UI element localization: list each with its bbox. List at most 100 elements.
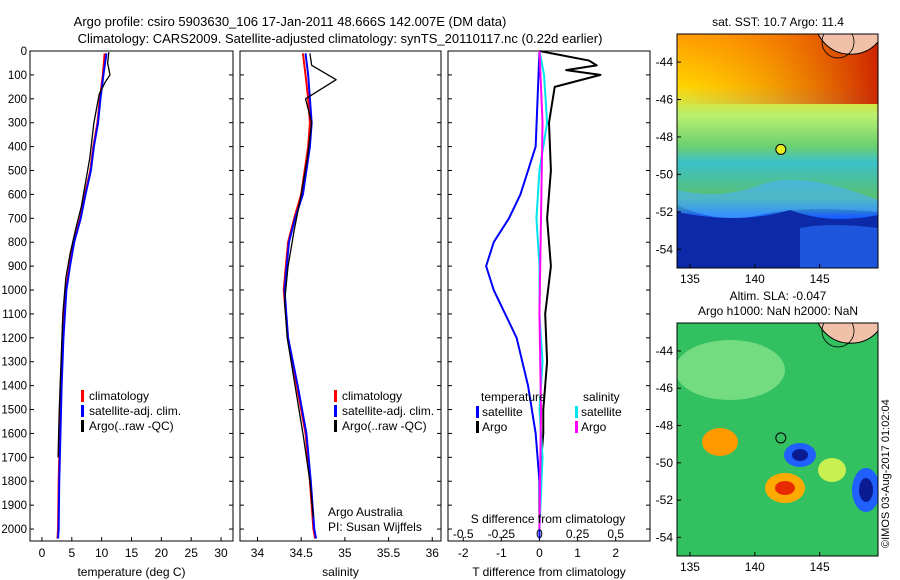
legend-swatch — [476, 421, 479, 433]
land-tasmania — [817, 34, 878, 55]
sla-high — [702, 428, 738, 456]
legend-swatch — [81, 405, 84, 417]
y-tick-label: -44 — [656, 344, 674, 358]
y-tick-label: 1500 — [1, 405, 27, 417]
legend-label: Argo — [581, 420, 607, 434]
land-contour — [821, 323, 855, 348]
legend-label: satellite — [581, 405, 622, 419]
x-tick-label: 25 — [185, 546, 199, 560]
y-tick-label: 600 — [8, 189, 27, 201]
x2-axis-label: S difference from climatology — [471, 512, 626, 526]
x2-tick-label: -0.5 — [453, 527, 474, 541]
y-tick-label: 300 — [8, 118, 27, 130]
x-tick-label: 34 — [251, 546, 265, 560]
credit-text: Argo Australia — [328, 505, 403, 519]
profile-panel-2: 34 34.5 35 35.5 36 salinity climatologysatelli… — [239, 50, 442, 579]
y-tick-label: 700 — [8, 213, 27, 225]
legend-swatch — [81, 390, 84, 402]
y-tick-label: -50 — [656, 456, 674, 470]
float-position-marker — [775, 143, 787, 155]
timestamp-text: ©IMOS 03-Aug-2017 01:02:04 — [880, 399, 892, 548]
legend-swatch — [334, 390, 337, 402]
y-tick-label: 1300 — [1, 357, 27, 369]
legend-swatch — [334, 405, 337, 417]
y-tick-label: 1100 — [2, 309, 27, 321]
x-axis-label: salinity — [322, 565, 359, 579]
legend-title: temperature — [481, 390, 546, 404]
pi-text: PI: Susan Wijffels — [328, 520, 422, 534]
float-position-marker — [775, 432, 787, 444]
x-tick-label: 1 — [574, 546, 581, 560]
x-axis-label: T difference from climatology — [472, 565, 626, 579]
series-line-satellite-adj--clim- — [283, 53, 318, 539]
series-line-argo---raw--qc- — [57, 52, 111, 458]
legend-swatch — [575, 406, 578, 418]
map-panel-1: 135 140 145 -44 -46 -48 -50 -52 -54 sat. SST: 10.… — [656, 15, 879, 286]
y-tick-label: 1000 — [1, 285, 27, 297]
x2-tick-label: 0.25 — [566, 527, 590, 541]
y-tick-label: 2000 — [1, 524, 27, 536]
y-tick-label: -48 — [656, 130, 674, 144]
series-line-argo---raw--qc- — [283, 53, 337, 518]
map-frame — [676, 322, 879, 557]
x-tick-label: -2 — [458, 546, 469, 560]
y-tick-label: 1900 — [1, 500, 27, 512]
legend-label: Argo — [482, 420, 508, 434]
y-tick-label: -52 — [656, 205, 674, 219]
legend-swatch — [476, 406, 479, 418]
legend-title: salinity — [583, 390, 620, 404]
y-tick-label: 400 — [8, 142, 27, 154]
legend-label: climatology — [89, 389, 149, 403]
y-tick-label: -54 — [656, 530, 674, 544]
x2-tick-label: 0.5 — [607, 527, 624, 541]
legend-label: satellite-adj. clim. — [342, 404, 434, 418]
x-tick-label: 5 — [68, 546, 75, 560]
sla-low-core — [792, 449, 808, 461]
legend-swatch — [575, 421, 578, 433]
map-subtitle: Argo h1000: NaN h2000: NaN — [698, 304, 858, 318]
x-tick-label: 145 — [810, 560, 830, 574]
x-tick-label: 0 — [536, 546, 543, 560]
x-tick-label: 2 — [612, 546, 619, 560]
sst-front — [677, 180, 878, 219]
series-line-argo — [538, 50, 602, 530]
y-tick-label: -46 — [656, 381, 674, 395]
x-tick-label: 145 — [810, 272, 830, 286]
sla-low-core — [859, 478, 873, 502]
x-axis-label: temperature (deg C) — [77, 565, 185, 579]
legend-label: satellite-adj. clim. — [89, 404, 181, 418]
y-tick-label: 1700 — [1, 452, 27, 464]
series-line-satellite — [485, 50, 541, 539]
y-tick-label: 1600 — [1, 428, 27, 440]
y-tick-label: 100 — [8, 70, 27, 82]
x2-tick-label: -0.25 — [488, 527, 516, 541]
sla-mid — [818, 458, 846, 482]
map-frame — [676, 33, 879, 269]
y-tick-label: 0 — [21, 46, 27, 58]
legend-label: satellite — [482, 405, 523, 419]
map-field — [677, 323, 878, 556]
map-panel-2: 135 140 145 -44 -46 -48 -50 -52 -54 Altim. SLA: -… — [656, 289, 879, 574]
y-tick-label: 1800 — [1, 476, 27, 488]
y-tick-label: 500 — [8, 166, 27, 178]
title-line-1: Argo profile: csiro 5903630_106 17-Jan-2… — [74, 14, 507, 29]
legend-label: climatology — [342, 389, 402, 403]
y-tick-label: -50 — [656, 167, 674, 181]
x-tick-label: 36 — [426, 546, 440, 560]
panel-frame — [239, 50, 442, 542]
legend-label: Argo(..raw -QC) — [89, 419, 174, 433]
legend-swatch — [81, 420, 84, 432]
x-tick-label: 135 — [680, 272, 700, 286]
y-tick-label: 1400 — [1, 381, 27, 393]
map-title: Altim. SLA: -0.047 — [730, 289, 827, 303]
x-tick-label: 140 — [745, 272, 765, 286]
sla-blob — [677, 340, 785, 400]
profile-panel-1: 0 5 10 15 20 25 30 temperature (deg C) 0 100 200 30… — [1, 46, 234, 579]
land-tasmania — [817, 323, 878, 344]
land-contour — [821, 34, 855, 59]
x-tick-label: 15 — [125, 546, 139, 560]
y-tick-label: -52 — [656, 493, 674, 507]
y-tick-label: 800 — [8, 237, 27, 249]
y-tick-label: 1200 — [1, 333, 27, 345]
